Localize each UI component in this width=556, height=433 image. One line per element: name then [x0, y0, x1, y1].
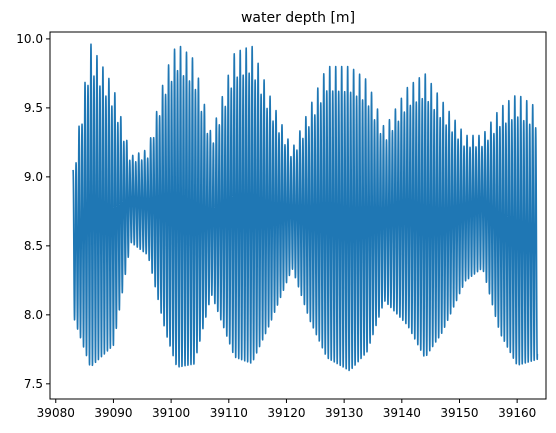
x-tick-label: 39150	[440, 406, 478, 420]
x-tick-label: 39110	[210, 406, 248, 420]
x-axis: 39080 39090 39100 39110 39120 39130 39140 39150…	[37, 399, 536, 420]
x-tick-label: 39130	[325, 406, 363, 420]
x-tick-label: 39140	[383, 406, 421, 420]
y-axis: 7.5 8.0 8.5 9.0 9.5 10.0	[16, 32, 50, 391]
series-layer	[72, 43, 539, 372]
y-tick-label: 9.0	[24, 170, 43, 184]
y-tick-label: 8.0	[24, 308, 43, 322]
chart-title: water depth [m]	[241, 10, 355, 26]
x-tick-label: 39160	[498, 406, 536, 420]
x-tick-label: 39090	[94, 406, 132, 420]
x-tick-label: 39100	[152, 406, 190, 420]
y-tick-label: 8.5	[24, 239, 43, 253]
x-tick-label: 39120	[267, 406, 305, 420]
water-depth-line	[72, 43, 539, 372]
y-tick-label: 10.0	[16, 32, 43, 46]
y-tick-label: 7.5	[24, 377, 43, 391]
x-tick-label: 39080	[37, 406, 75, 420]
y-tick-label: 9.5	[24, 101, 43, 115]
plot-frame	[49, 31, 547, 400]
